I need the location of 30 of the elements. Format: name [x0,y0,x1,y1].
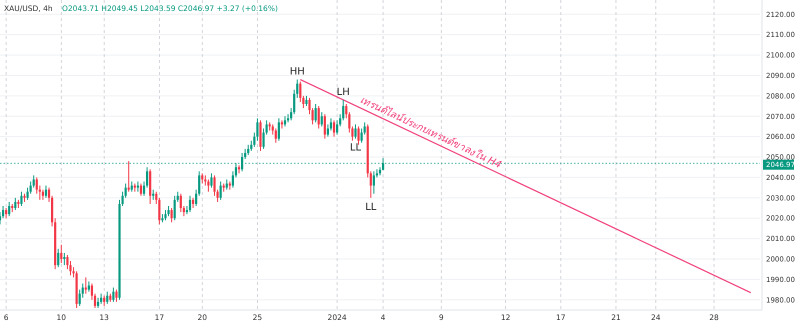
annotation: LH [336,86,350,98]
candlestick [247,144,250,156]
candlestick [324,114,326,140]
candlestick [318,106,320,129]
candlestick [44,185,48,198]
candlestick [14,197,16,211]
annotation: HH [290,66,305,78]
candlestick [180,193,182,213]
candlestick [226,178,228,190]
candlestick [60,244,62,264]
candlestick [128,160,130,192]
candlestick [130,181,133,192]
candlestick [42,189,44,200]
candlestick [106,291,108,304]
candlestick [201,172,204,184]
candlestick [174,195,176,221]
annotation: LL [350,142,362,154]
candlestick [57,248,60,268]
candlestick [152,189,154,200]
candlestick [314,104,317,123]
candlestick [112,287,114,302]
candlestick [84,276,87,294]
annotation: LL [365,202,377,213]
candlestick [103,295,106,306]
candlestick [115,289,118,302]
candlestick [140,183,142,196]
candlestick [320,112,323,127]
candlestick [274,128,277,144]
candlestick [8,201,10,217]
candlestick [220,181,222,200]
